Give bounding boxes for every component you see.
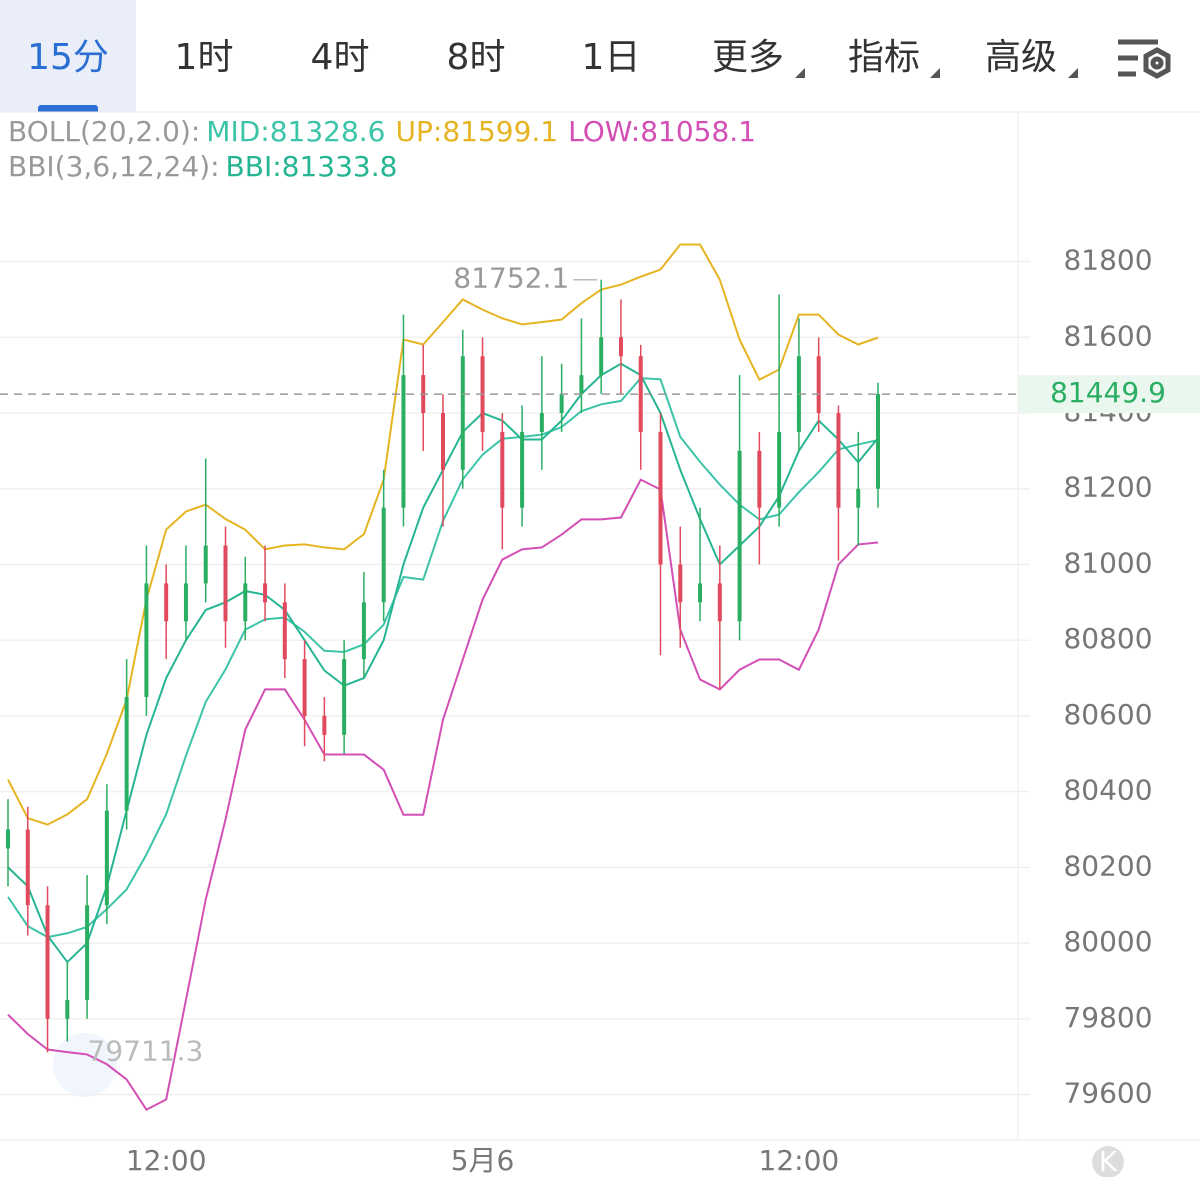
y-tick-label: 80400 xyxy=(1063,774,1152,807)
scroll-button[interactable] xyxy=(1092,1146,1124,1177)
candle-body xyxy=(342,659,347,735)
tab[interactable]: 1日 xyxy=(581,37,641,78)
candle-body xyxy=(717,583,722,622)
candle-body xyxy=(856,488,861,508)
zoom-button[interactable] xyxy=(53,1033,117,1097)
candle-body xyxy=(164,583,169,622)
candle-body xyxy=(876,394,880,489)
dropdown-arrow xyxy=(795,68,805,78)
candle-body xyxy=(559,394,564,414)
candle-body xyxy=(460,356,465,470)
candle-body xyxy=(183,583,188,622)
candle-body xyxy=(539,413,544,432)
indicator-value: BBI:81333.8 xyxy=(226,150,398,183)
y-tick-label: 80800 xyxy=(1063,622,1152,655)
y-tick-label: 81200 xyxy=(1063,471,1152,504)
tab[interactable]: 指标 xyxy=(847,37,920,78)
tab[interactable]: 8时 xyxy=(446,37,506,78)
candle-body xyxy=(638,356,643,432)
indicator-line: BOLL(20,2.0): MID:81328.6 UP:81599.1 LOW:81… xyxy=(8,115,756,148)
x-tick-label: 12:00 xyxy=(126,1144,207,1177)
y-tick-label: 80600 xyxy=(1063,698,1152,731)
candle-body xyxy=(6,829,10,849)
candle-body xyxy=(322,715,327,735)
candle-body xyxy=(401,375,406,508)
candle-body xyxy=(678,564,683,603)
candle-body xyxy=(658,431,663,565)
y-tick-label: 79800 xyxy=(1063,1001,1152,1034)
candle-body xyxy=(203,545,208,584)
candle-body xyxy=(45,905,50,1019)
indicator-line xyxy=(7,243,879,826)
candle-body xyxy=(104,810,109,906)
indicator-value: UP:81599.1 xyxy=(396,115,559,148)
candle-body xyxy=(757,450,762,508)
tab[interactable]: 1时 xyxy=(174,37,234,78)
candle-body xyxy=(618,337,623,357)
tab[interactable]: 更多 xyxy=(711,37,784,78)
candle-body xyxy=(243,583,248,622)
tab[interactable]: 15分 xyxy=(0,0,136,112)
indicator-label: BBI(3,6,12,24): xyxy=(8,150,220,183)
x-tick-label: 5月6 xyxy=(451,1144,515,1177)
candle-body xyxy=(777,431,782,508)
indicator-line: BBI(3,6,12,24): BBI:81333.8 xyxy=(8,150,397,183)
last-price-box xyxy=(1018,375,1200,414)
candle-body xyxy=(223,545,228,622)
scroll-icon: K xyxy=(1099,1145,1118,1177)
candle-body xyxy=(361,602,366,660)
candle-body xyxy=(144,583,149,697)
indicator-value: MID:81328.6 xyxy=(206,115,385,148)
candle-body xyxy=(579,375,584,395)
indicator-line xyxy=(7,478,879,1112)
dropdown-arrow xyxy=(930,68,940,78)
candle-body xyxy=(836,413,841,508)
candle-body xyxy=(302,659,307,716)
candle-body xyxy=(124,696,129,811)
last-price-label: 81449.9 xyxy=(1050,376,1166,409)
x-tick-label: 12:00 xyxy=(759,1144,840,1177)
candle-body xyxy=(25,829,30,906)
y-tick-label: 80200 xyxy=(1063,849,1152,882)
y-tick-label: 80000 xyxy=(1063,925,1152,958)
indicator-value: LOW:81058.1 xyxy=(568,115,756,148)
y-tick-label: 81600 xyxy=(1063,319,1152,352)
candle-body xyxy=(500,431,505,508)
candle-body xyxy=(85,905,90,1000)
indicator-label: BOLL(20,2.0): xyxy=(8,115,200,148)
candle-body xyxy=(520,431,525,508)
candle-body xyxy=(282,602,287,660)
y-tick-label: 79600 xyxy=(1063,1077,1152,1110)
candle-body xyxy=(381,507,386,603)
candle-body xyxy=(737,450,742,622)
candle-body xyxy=(698,583,703,603)
settings-icon[interactable] xyxy=(1118,39,1171,79)
candle-body xyxy=(816,356,821,414)
candle-body xyxy=(65,999,70,1019)
candle-body xyxy=(441,413,445,470)
candle-body xyxy=(599,337,604,376)
tab[interactable]: 高级 xyxy=(984,37,1057,78)
high-label: 81752.1 xyxy=(453,262,569,295)
y-tick-label: 81800 xyxy=(1063,244,1152,277)
y-tick-label: 81000 xyxy=(1063,546,1152,579)
candle-body xyxy=(263,583,268,603)
low-label: 79711.3 xyxy=(88,1034,204,1067)
tab[interactable]: 4时 xyxy=(310,37,370,78)
dropdown-arrow xyxy=(1068,68,1078,78)
